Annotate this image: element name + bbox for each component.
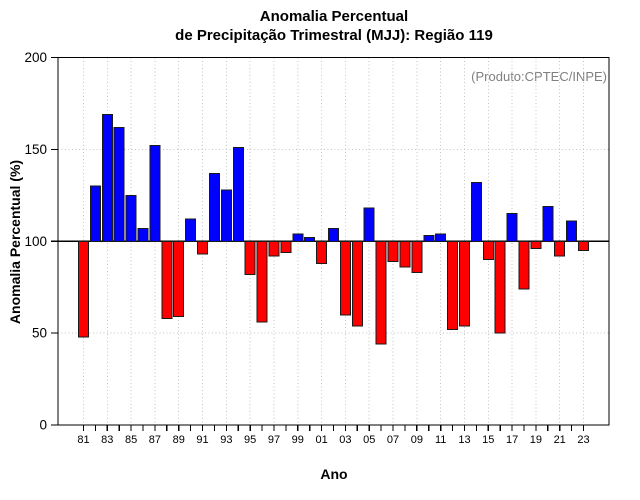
bar-98 [280,240,292,253]
y-tick-label: 150 [24,142,47,157]
bar-22 [566,220,578,242]
bar-06 [375,240,387,345]
bar-20 [542,205,554,242]
x-tick-label: 89 [173,434,185,446]
bar-02 [328,227,339,242]
annotation: (Produto:CPTEC/INPE) [471,69,607,84]
x-axis-ticks: 81 83 85 87 89 91 93 95 97 99 01 03 05 07 09 11 13 15 17 19… [77,425,590,446]
bar-16 [494,240,506,334]
x-tick-label: 09 [411,434,423,446]
bar-94 [232,147,244,242]
x-tick-label: 01 [315,434,327,446]
bar-95 [244,240,256,275]
bar-86 [137,227,149,242]
bar-15 [482,240,494,261]
x-tick-label: 17 [506,434,518,446]
bar-01 [316,240,328,264]
y-tick-label: 100 [24,234,47,249]
bar-85 [125,194,137,242]
bar-81 [78,240,89,338]
bar-82 [89,185,101,242]
x-tick-label: 93 [220,434,232,446]
bar-18 [518,240,530,290]
bar-17 [506,213,518,242]
bar-09 [411,240,423,273]
bar-88 [161,240,173,319]
y-tick-label: 200 [24,50,47,65]
x-tick-label: 13 [458,434,470,446]
x-tick-label: 03 [339,434,351,446]
bar-89 [173,240,185,318]
y-axis-ticks: 0 50 100 150 200 [24,50,58,433]
bar-93 [220,189,232,242]
x-tick-label: 95 [244,434,256,446]
bars [78,113,590,345]
bar-84 [113,126,125,242]
chart-title-line1: Anomalia Percentual [259,8,409,25]
bar-08 [399,240,411,268]
bar-03 [339,240,351,316]
x-tick-label: 15 [482,434,494,446]
bar-12 [447,240,459,330]
bar-05 [363,207,375,242]
bar-00 [304,237,316,242]
chart-title-line2: de Precipitação Trimestral (MJJ): Região… [175,27,493,44]
x-axis-label: Ano [320,466,348,482]
bar-90 [185,218,197,242]
x-tick-label: 19 [530,434,542,446]
x-tick-label: 85 [125,434,137,446]
x-tick-label: 83 [101,434,113,446]
bar-96 [256,240,268,323]
bar-97 [268,240,280,257]
bar-11 [435,233,447,242]
bar-21 [554,240,566,257]
x-tick-label: 87 [149,434,161,446]
x-tick-label: 91 [196,434,208,446]
bar-91 [197,240,209,255]
bar-87 [149,145,161,242]
bar-04 [351,240,363,327]
bar-19 [530,240,542,250]
bar-10 [423,235,435,242]
chart-title: Anomalia Percentual de Precipitação Trim… [58,7,610,45]
x-tick-label: 23 [577,434,589,446]
bar-13 [458,240,470,327]
y-tick-label: 0 [39,418,47,433]
bar-92 [208,172,220,242]
x-tick-label: 11 [435,434,446,446]
x-tick-label: 97 [268,434,280,446]
x-tick-label: 21 [554,434,566,446]
bar-83 [101,113,113,242]
x-tick-label: 99 [292,434,304,446]
bar-99 [292,233,304,242]
bar-23 [578,240,590,251]
y-tick-label: 50 [32,326,47,341]
x-tick-label: 05 [363,434,375,446]
bar-14 [470,181,482,242]
bar-07 [387,240,399,262]
x-tick-label: 81 [77,434,89,446]
x-tick-label: 07 [387,434,399,446]
